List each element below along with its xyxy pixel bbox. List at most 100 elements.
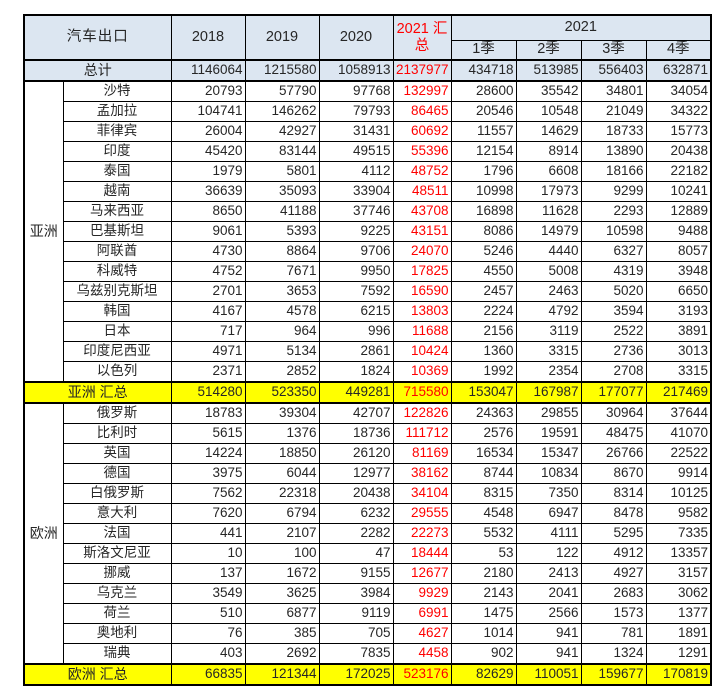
value-cell: 2701 [170,281,246,302]
value-cell: 13890 [580,141,647,162]
value-cell: 12977 [318,463,394,484]
country-cell: 越南 [62,181,172,202]
value-cell: 10548 [515,101,582,122]
value-cell: 2293 [580,201,647,222]
value-cell: 20793 [170,80,246,102]
value-cell: 10834 [515,463,582,484]
value-cell: 1672 [244,563,320,584]
value-cell: 12889 [645,201,712,222]
value-cell: 34104 [392,483,452,504]
header-q3: 3季 [580,40,647,61]
value-cell: 22318 [244,483,320,504]
country-row: 瑞典 403 2692 7835 4458 902 941 1324 1291 [24,643,712,665]
value-cell: 705 [318,623,394,644]
value-cell: 1573 [580,603,647,624]
value-cell: 513985 [515,59,582,82]
value-cell: 781 [580,623,647,644]
value-cell: 172025 [318,663,394,686]
value-cell: 1979 [170,161,246,182]
value-cell: 8744 [450,463,517,484]
country-cell: 乌克兰 [62,583,172,604]
value-cell: 20438 [645,141,712,162]
value-cell: 4167 [170,301,246,322]
country-row: 挪威 137 1672 9155 12677 2180 2413 4927 3157 [24,563,712,584]
value-cell: 715580 [392,381,452,404]
value-cell: 5134 [244,341,320,362]
value-cell: 31431 [318,121,394,142]
value-cell: 132997 [392,80,452,102]
value-cell: 4912 [580,543,647,564]
value-cell: 1376 [244,423,320,444]
country-row: 日本 717 964 996 11688 2156 3119 2522 3891 [24,321,712,342]
value-cell: 3315 [645,361,712,383]
value-cell: 153047 [450,381,517,404]
value-cell: 29855 [515,402,582,424]
group-label: 亚洲 [23,80,64,383]
value-cell: 7335 [645,523,712,544]
value-cell: 2708 [580,361,647,383]
value-cell: 434718 [450,59,517,82]
value-cell: 3594 [580,301,647,322]
value-cell: 2683 [580,583,647,604]
value-cell: 22182 [645,161,712,182]
value-cell: 26004 [170,121,246,142]
value-cell: 2041 [515,583,582,604]
value-cell: 2180 [450,563,517,584]
value-cell: 10 [170,543,246,564]
export-table-sheet: 汽车出口 2018 2019 2020 2021 汇总 2021 1季 2季 3… [23,14,713,686]
value-cell: 7835 [318,643,394,665]
value-cell: 18783 [170,402,246,424]
value-cell: 47 [318,543,394,564]
value-cell: 8478 [580,503,647,524]
value-cell: 9225 [318,221,394,242]
country-row: 英国 14224 18850 26120 81169 16534 15347 26766 225… [24,443,712,464]
value-cell: 111712 [392,423,452,444]
country-row: 巴基斯坦 9061 5393 9225 43151 8086 14979 10598 9488 [24,221,712,242]
value-cell: 37644 [645,402,712,424]
value-cell: 7671 [244,261,320,282]
value-cell: 35542 [515,80,582,102]
total-label: 总计 [23,59,172,82]
country-cell: 印度 [62,141,172,162]
country-row: 马来西亚 8650 41188 37746 43708 16898 11628 2293 128… [24,201,712,222]
value-cell: 5246 [450,241,517,262]
country-cell: 斯洛文尼亚 [62,543,172,564]
value-cell: 2861 [318,341,394,362]
corner-header: 汽车出口 [23,14,172,61]
value-cell: 9155 [318,563,394,584]
value-cell: 10598 [580,221,647,242]
value-cell: 20546 [450,101,517,122]
value-cell: 1475 [450,603,517,624]
value-cell: 6215 [318,301,394,322]
value-cell: 4112 [318,161,394,182]
value-cell: 53 [450,543,517,564]
value-cell: 7620 [170,503,246,524]
value-cell: 36639 [170,181,246,202]
value-cell: 11688 [392,321,452,342]
value-cell: 18444 [392,543,452,564]
value-cell: 48475 [580,423,647,444]
value-cell: 10998 [450,181,517,202]
country-row: 白俄罗斯 7562 22318 20438 34104 8315 7350 8314 10125 [24,483,712,504]
value-cell: 14629 [515,121,582,142]
value-cell: 20438 [318,483,394,504]
value-cell: 97768 [318,80,394,102]
value-cell: 523176 [392,663,452,686]
value-cell: 2522 [580,321,647,342]
country-row: 阿联酋 4730 8864 9706 24070 5246 4440 6327 8057 [24,241,712,262]
country-row: 意大利 7620 6794 6232 29555 4548 6947 8478 9582 [24,503,712,524]
value-cell: 10241 [645,181,712,202]
value-cell: 7592 [318,281,394,302]
value-cell: 1891 [645,623,712,644]
value-cell: 2354 [515,361,582,383]
value-cell: 2692 [244,643,320,665]
value-cell: 11628 [515,201,582,222]
value-cell: 104741 [170,101,246,122]
country-row: 孟加拉 104741 146262 79793 86465 20546 10548 21049… [24,101,712,122]
value-cell: 28600 [450,80,517,102]
value-cell: 717 [170,321,246,342]
value-cell: 41188 [244,201,320,222]
value-cell: 2576 [450,423,517,444]
value-cell: 26766 [580,443,647,464]
value-cell: 10369 [392,361,452,383]
